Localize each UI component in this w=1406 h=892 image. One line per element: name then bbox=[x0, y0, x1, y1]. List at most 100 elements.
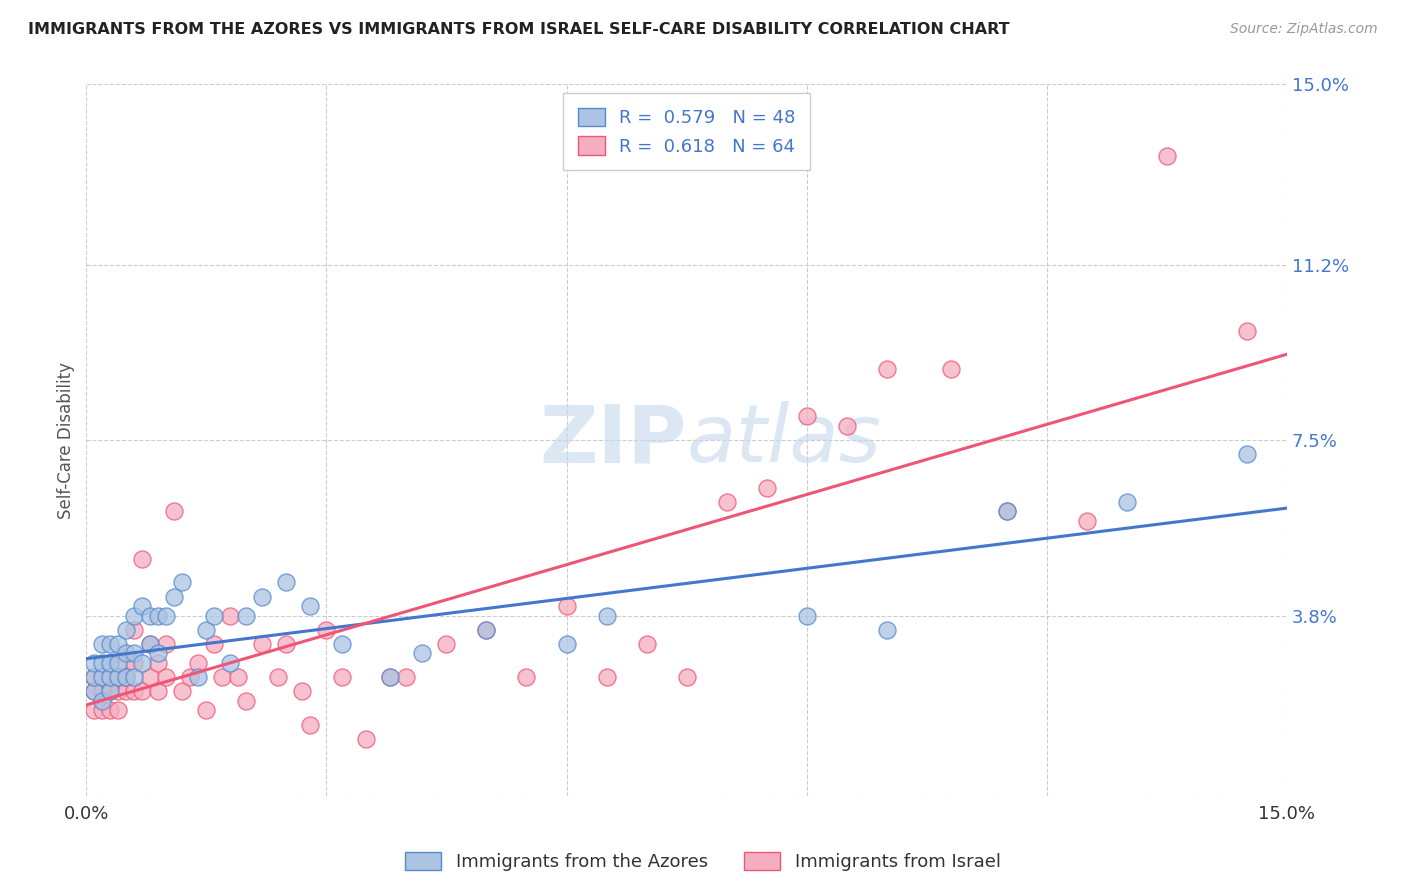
Point bbox=[202, 608, 225, 623]
Point bbox=[1156, 148, 1178, 162]
Point bbox=[115, 656, 138, 670]
Point bbox=[252, 590, 274, 604]
Point bbox=[675, 670, 697, 684]
Legend: R =  0.579   N = 48, R =  0.618   N = 64: R = 0.579 N = 48, R = 0.618 N = 64 bbox=[564, 94, 810, 170]
Point bbox=[107, 670, 129, 684]
Point bbox=[555, 637, 578, 651]
Point bbox=[98, 637, 121, 651]
Point bbox=[411, 647, 433, 661]
Point bbox=[91, 670, 114, 684]
Point bbox=[91, 670, 114, 684]
Point bbox=[228, 670, 250, 684]
Point bbox=[155, 608, 177, 623]
Point bbox=[195, 703, 218, 717]
Point bbox=[276, 637, 298, 651]
Point bbox=[299, 599, 322, 613]
Point bbox=[115, 623, 138, 637]
Point bbox=[83, 670, 105, 684]
Point bbox=[124, 670, 146, 684]
Point bbox=[267, 670, 290, 684]
Point bbox=[98, 703, 121, 717]
Point bbox=[83, 656, 105, 670]
Point bbox=[356, 731, 378, 746]
Point bbox=[83, 670, 105, 684]
Point bbox=[124, 684, 146, 698]
Point bbox=[595, 608, 617, 623]
Point bbox=[172, 575, 194, 590]
Point bbox=[83, 703, 105, 717]
Text: ZIP: ZIP bbox=[540, 401, 686, 479]
Point bbox=[876, 623, 898, 637]
Point bbox=[995, 504, 1018, 518]
Point bbox=[163, 504, 186, 518]
Point bbox=[83, 684, 105, 698]
Point bbox=[98, 670, 121, 684]
Point bbox=[124, 623, 146, 637]
Point bbox=[139, 670, 162, 684]
Point bbox=[219, 656, 242, 670]
Point bbox=[235, 694, 257, 708]
Point bbox=[252, 637, 274, 651]
Point bbox=[148, 656, 170, 670]
Point bbox=[515, 670, 537, 684]
Point bbox=[91, 637, 114, 651]
Point bbox=[155, 670, 177, 684]
Point bbox=[124, 647, 146, 661]
Point bbox=[139, 608, 162, 623]
Text: Source: ZipAtlas.com: Source: ZipAtlas.com bbox=[1230, 22, 1378, 37]
Point bbox=[107, 670, 129, 684]
Point bbox=[299, 717, 322, 731]
Point bbox=[436, 637, 458, 651]
Point bbox=[796, 608, 818, 623]
Point bbox=[315, 623, 337, 637]
Point bbox=[235, 608, 257, 623]
Point bbox=[98, 684, 121, 698]
Point bbox=[332, 670, 354, 684]
Point bbox=[131, 551, 153, 566]
Point bbox=[115, 670, 138, 684]
Point bbox=[179, 670, 201, 684]
Point bbox=[395, 670, 418, 684]
Point bbox=[98, 684, 121, 698]
Point bbox=[163, 590, 186, 604]
Point bbox=[148, 684, 170, 698]
Point bbox=[939, 362, 962, 376]
Point bbox=[291, 684, 314, 698]
Point bbox=[98, 656, 121, 670]
Point bbox=[755, 481, 778, 495]
Point bbox=[276, 575, 298, 590]
Point bbox=[1236, 324, 1258, 338]
Point bbox=[83, 684, 105, 698]
Point bbox=[91, 703, 114, 717]
Point bbox=[131, 656, 153, 670]
Point bbox=[172, 684, 194, 698]
Point bbox=[716, 494, 738, 508]
Point bbox=[115, 684, 138, 698]
Point bbox=[107, 684, 129, 698]
Point bbox=[131, 684, 153, 698]
Point bbox=[1115, 494, 1137, 508]
Point bbox=[995, 504, 1018, 518]
Point bbox=[1076, 514, 1098, 528]
Point bbox=[555, 599, 578, 613]
Point bbox=[139, 637, 162, 651]
Y-axis label: Self-Care Disability: Self-Care Disability bbox=[58, 361, 75, 518]
Text: IMMIGRANTS FROM THE AZORES VS IMMIGRANTS FROM ISRAEL SELF-CARE DISABILITY CORREL: IMMIGRANTS FROM THE AZORES VS IMMIGRANTS… bbox=[28, 22, 1010, 37]
Point bbox=[636, 637, 658, 651]
Point bbox=[107, 703, 129, 717]
Point bbox=[595, 670, 617, 684]
Point bbox=[91, 656, 114, 670]
Point bbox=[107, 656, 129, 670]
Point bbox=[211, 670, 233, 684]
Point bbox=[380, 670, 402, 684]
Point bbox=[91, 694, 114, 708]
Point bbox=[139, 637, 162, 651]
Point bbox=[332, 637, 354, 651]
Point bbox=[148, 647, 170, 661]
Point bbox=[195, 623, 218, 637]
Point bbox=[835, 418, 858, 433]
Point bbox=[115, 647, 138, 661]
Point bbox=[91, 684, 114, 698]
Text: atlas: atlas bbox=[686, 401, 882, 479]
Point bbox=[148, 608, 170, 623]
